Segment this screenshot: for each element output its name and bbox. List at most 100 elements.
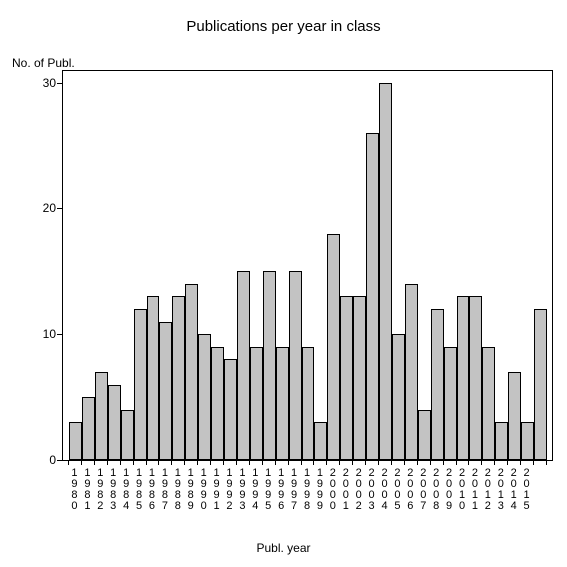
x-tick-label: 1988 xyxy=(172,468,184,512)
x-tick-label: 1992 xyxy=(223,468,235,512)
x-tick-mark xyxy=(468,460,469,465)
x-tick-mark xyxy=(107,460,108,465)
x-tick-mark xyxy=(133,460,134,465)
x-tick-mark xyxy=(171,460,172,465)
x-tick-mark xyxy=(275,460,276,465)
bar xyxy=(469,296,482,460)
y-tick-mark xyxy=(57,208,62,209)
x-tick-mark xyxy=(443,460,444,465)
x-tick-label: 1998 xyxy=(301,468,313,512)
x-tick-mark xyxy=(288,460,289,465)
x-tick-label: 2000 xyxy=(327,468,339,512)
x-tick-label: 1982 xyxy=(94,468,106,512)
x-tick-mark xyxy=(262,460,263,465)
bar xyxy=(263,271,276,460)
bar xyxy=(405,284,418,460)
bar xyxy=(508,372,521,460)
bar xyxy=(276,347,289,460)
x-tick-mark xyxy=(520,460,521,465)
x-tick-label: 1986 xyxy=(146,468,158,512)
x-tick-mark xyxy=(326,460,327,465)
bar xyxy=(198,334,211,460)
bar xyxy=(159,322,172,460)
x-axis-title: Publ. year xyxy=(0,541,567,555)
y-tick-label: 10 xyxy=(28,327,56,341)
x-tick-label: 1995 xyxy=(262,468,274,512)
x-tick-label: 2013 xyxy=(495,468,507,512)
x-tick-mark xyxy=(430,460,431,465)
bar xyxy=(457,296,470,460)
x-tick-mark xyxy=(456,460,457,465)
y-tick-label: 0 xyxy=(28,453,56,467)
x-tick-mark xyxy=(184,460,185,465)
y-tick-mark xyxy=(57,83,62,84)
bar xyxy=(521,422,534,460)
plot-border-right xyxy=(552,70,553,460)
x-tick-label: 2004 xyxy=(379,468,391,512)
x-tick-mark xyxy=(404,460,405,465)
y-tick-mark xyxy=(57,334,62,335)
y-tick-label: 20 xyxy=(28,201,56,215)
x-tick-label: 2010 xyxy=(456,468,468,512)
bar xyxy=(147,296,160,460)
x-tick-label: 1987 xyxy=(159,468,171,512)
bar xyxy=(366,133,379,460)
x-tick-mark xyxy=(223,460,224,465)
x-tick-mark xyxy=(158,460,159,465)
x-tick-mark xyxy=(339,460,340,465)
bar xyxy=(237,271,250,460)
x-tick-label: 1991 xyxy=(211,468,223,512)
x-tick-label: 2012 xyxy=(482,468,494,512)
x-tick-label: 1997 xyxy=(288,468,300,512)
x-tick-mark xyxy=(81,460,82,465)
bar xyxy=(482,347,495,460)
x-tick-label: 2005 xyxy=(391,468,403,512)
bar xyxy=(121,410,134,460)
x-tick-label: 1981 xyxy=(81,468,93,512)
x-tick-label: 2007 xyxy=(417,468,429,512)
bar xyxy=(95,372,108,460)
bar xyxy=(69,422,82,460)
x-tick-mark xyxy=(94,460,95,465)
x-tick-mark xyxy=(210,460,211,465)
x-tick-label: 1985 xyxy=(133,468,145,512)
x-tick-mark xyxy=(391,460,392,465)
x-tick-mark xyxy=(417,460,418,465)
y-tick-label: 30 xyxy=(28,76,56,90)
y-axis-title: No. of Publ. xyxy=(12,56,75,70)
x-tick-mark xyxy=(533,460,534,465)
x-tick-label: 1993 xyxy=(236,468,248,512)
x-tick-label: 1984 xyxy=(120,468,132,512)
x-tick-label: 1996 xyxy=(275,468,287,512)
x-tick-label: 1980 xyxy=(68,468,80,512)
y-tick-mark xyxy=(57,460,62,461)
x-tick-label: 2014 xyxy=(508,468,520,512)
x-tick-mark xyxy=(481,460,482,465)
x-tick-mark xyxy=(507,460,508,465)
bar xyxy=(353,296,366,460)
x-tick-label: 2001 xyxy=(340,468,352,512)
x-tick-label: 2015 xyxy=(521,468,533,512)
x-tick-label: 2006 xyxy=(404,468,416,512)
x-tick-mark xyxy=(378,460,379,465)
bar xyxy=(134,309,147,460)
plot-area xyxy=(62,70,553,461)
x-tick-mark xyxy=(249,460,250,465)
x-tick-label: 1994 xyxy=(249,468,261,512)
x-tick-mark xyxy=(365,460,366,465)
bar xyxy=(379,83,392,460)
chart-title: Publications per year in class xyxy=(0,18,567,35)
x-tick-mark xyxy=(301,460,302,465)
x-tick-label: 1989 xyxy=(185,468,197,512)
bar xyxy=(340,296,353,460)
bar xyxy=(172,296,185,460)
bar xyxy=(211,347,224,460)
x-tick-label: 1983 xyxy=(107,468,119,512)
x-tick-mark xyxy=(546,460,547,465)
x-tick-mark xyxy=(494,460,495,465)
bar xyxy=(418,410,431,460)
x-tick-label: 1999 xyxy=(314,468,326,512)
bar xyxy=(250,347,263,460)
chart-container: Publications per year in class No. of Pu… xyxy=(0,0,567,567)
x-tick-label: 2002 xyxy=(353,468,365,512)
